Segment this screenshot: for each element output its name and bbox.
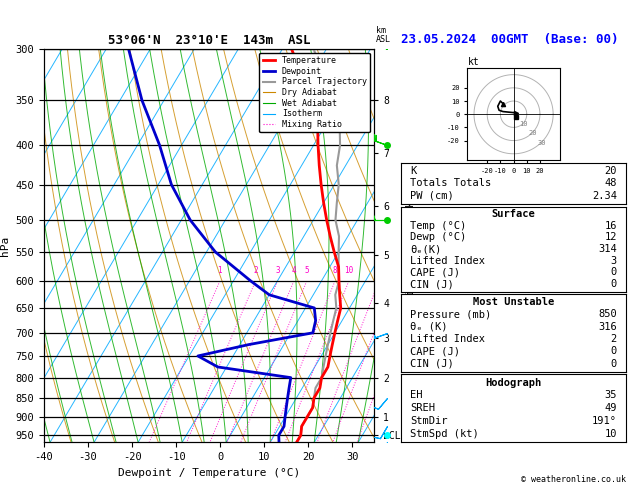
Text: Temp (°C): Temp (°C) xyxy=(410,221,467,231)
Text: θₑ(K): θₑ(K) xyxy=(410,244,442,254)
Title: 53°06'N  23°10'E  143m  ASL: 53°06'N 23°10'E 143m ASL xyxy=(108,35,310,48)
Text: SREH: SREH xyxy=(410,403,435,413)
Text: 10: 10 xyxy=(344,266,353,276)
Text: 2: 2 xyxy=(611,334,617,344)
Text: CAPE (J): CAPE (J) xyxy=(410,347,460,356)
Text: 23.05.2024  00GMT  (Base: 00): 23.05.2024 00GMT (Base: 00) xyxy=(401,33,619,46)
Text: 5: 5 xyxy=(304,266,309,276)
X-axis label: Dewpoint / Temperature (°C): Dewpoint / Temperature (°C) xyxy=(118,468,300,478)
Text: PW (cm): PW (cm) xyxy=(410,191,454,201)
Text: 0: 0 xyxy=(611,347,617,356)
Text: 1: 1 xyxy=(218,266,222,276)
Text: CIN (J): CIN (J) xyxy=(410,279,454,289)
Text: 10: 10 xyxy=(604,429,617,439)
Text: Lifted Index: Lifted Index xyxy=(410,256,486,266)
Text: 48: 48 xyxy=(604,178,617,189)
Text: EH: EH xyxy=(410,390,423,400)
Text: kt: kt xyxy=(467,57,479,67)
Text: Pressure (mb): Pressure (mb) xyxy=(410,310,491,319)
Text: 2.34: 2.34 xyxy=(592,191,617,201)
Text: CAPE (J): CAPE (J) xyxy=(410,267,460,278)
Text: 10: 10 xyxy=(519,121,527,127)
Text: Lifted Index: Lifted Index xyxy=(410,334,486,344)
Text: 35: 35 xyxy=(604,390,617,400)
Text: 20: 20 xyxy=(528,130,537,136)
Text: 314: 314 xyxy=(598,244,617,254)
Text: 49: 49 xyxy=(604,403,617,413)
Text: Most Unstable: Most Unstable xyxy=(473,297,554,307)
Y-axis label: hPa: hPa xyxy=(0,235,10,256)
Text: 191°: 191° xyxy=(592,416,617,426)
Text: © weatheronline.co.uk: © weatheronline.co.uk xyxy=(521,474,626,484)
Text: CIN (J): CIN (J) xyxy=(410,359,454,369)
Text: 12: 12 xyxy=(604,232,617,243)
Text: 0: 0 xyxy=(611,279,617,289)
Text: 16: 16 xyxy=(604,221,617,231)
Text: 2: 2 xyxy=(253,266,258,276)
Text: Surface: Surface xyxy=(492,209,535,219)
Text: StmSpd (kt): StmSpd (kt) xyxy=(410,429,479,439)
Text: Totals Totals: Totals Totals xyxy=(410,178,491,189)
Text: 8: 8 xyxy=(333,266,337,276)
Text: 20: 20 xyxy=(604,166,617,176)
Text: Hodograph: Hodograph xyxy=(486,378,542,387)
Text: 4: 4 xyxy=(291,266,296,276)
Text: 30: 30 xyxy=(538,139,547,146)
Text: 316: 316 xyxy=(598,322,617,332)
Text: θₑ (K): θₑ (K) xyxy=(410,322,448,332)
Text: km
ASL: km ASL xyxy=(376,26,391,44)
Legend: Temperature, Dewpoint, Parcel Trajectory, Dry Adiabat, Wet Adiabat, Isotherm, Mi: Temperature, Dewpoint, Parcel Trajectory… xyxy=(259,53,370,132)
Text: 3: 3 xyxy=(611,256,617,266)
Text: 0: 0 xyxy=(611,359,617,369)
Y-axis label: Mixing Ratio (g/kg): Mixing Ratio (g/kg) xyxy=(406,190,416,301)
Text: 850: 850 xyxy=(598,310,617,319)
Text: Dewp (°C): Dewp (°C) xyxy=(410,232,467,243)
Text: 3: 3 xyxy=(276,266,280,276)
Text: 0: 0 xyxy=(611,267,617,278)
Text: K: K xyxy=(410,166,416,176)
Text: StmDir: StmDir xyxy=(410,416,448,426)
